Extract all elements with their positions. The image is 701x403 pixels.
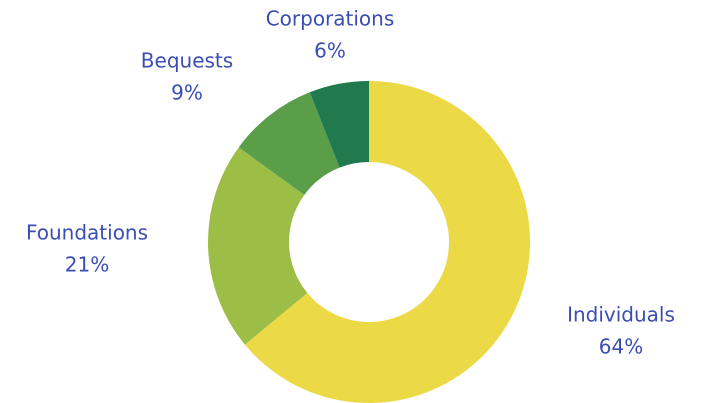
slice-label: Individuals (567, 303, 675, 327)
slice-value-label: 9% (171, 81, 203, 105)
donut-slice (238, 92, 340, 195)
slice-value-label: 64% (599, 335, 643, 359)
donut-slice (309, 81, 369, 168)
slice-label: Bequests (141, 49, 233, 73)
slice-value-label: 21% (65, 253, 109, 277)
slice-label: Foundations (26, 221, 148, 245)
slice-label: Corporations (266, 7, 395, 31)
donut-slice (207, 147, 308, 345)
slice-value-label: 6% (314, 39, 346, 63)
donut-slice (244, 81, 530, 403)
